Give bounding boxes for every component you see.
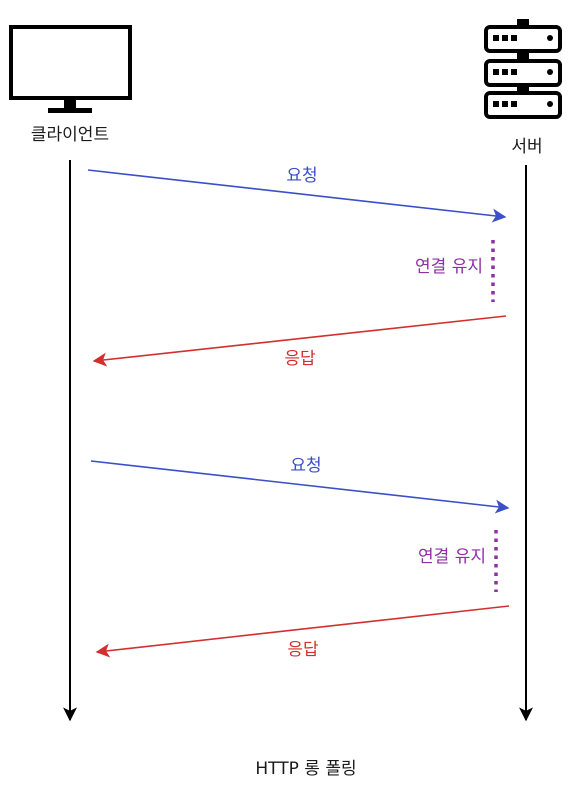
response-arrow bbox=[92, 315, 507, 367]
server-rack-icon bbox=[484, 19, 562, 119]
request-label: 요청 bbox=[286, 166, 317, 186]
hold-label: 연결 유지 bbox=[415, 257, 483, 277]
response-label: 응답 bbox=[287, 640, 319, 660]
response-arrow bbox=[95, 605, 510, 658]
client-label: 클라이언트 bbox=[31, 125, 109, 145]
hold-label: 연결 유지 bbox=[418, 547, 486, 567]
request-arrow bbox=[87, 169, 507, 223]
response-label: 응답 bbox=[284, 349, 316, 369]
diagram-caption: HTTP 롱 폴링 bbox=[255, 759, 356, 779]
request-arrow bbox=[90, 460, 510, 514]
monitor-icon bbox=[9, 25, 132, 113]
server-label: 서버 bbox=[511, 137, 542, 157]
request-label: 요청 bbox=[290, 456, 321, 476]
